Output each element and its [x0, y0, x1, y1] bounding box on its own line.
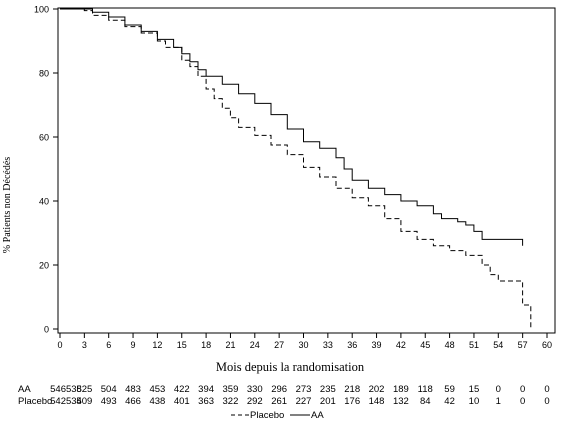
- x-tick-label: 9: [131, 340, 136, 350]
- risk-table-cell: 132: [393, 396, 409, 407]
- y-tick-label: 0: [44, 325, 49, 335]
- risk-table-cell: 261: [271, 396, 287, 407]
- x-tick-label: 33: [323, 340, 333, 350]
- y-tick-label: 40: [39, 197, 49, 207]
- risk-table-cell: 401: [174, 396, 190, 407]
- risk-table-cell: 466: [125, 396, 141, 407]
- legend-placebo-label: Placebo: [250, 410, 284, 421]
- risk-table-cell: 483: [125, 384, 141, 395]
- y-tick-label: 80: [39, 69, 49, 79]
- risk-table-cell: 0: [544, 396, 549, 407]
- y-tick-label: 20: [39, 261, 49, 271]
- risk-table-cell: 273: [296, 384, 312, 395]
- x-tick-label: 54: [493, 340, 503, 350]
- risk-table-cell: 84: [420, 396, 431, 407]
- risk-table-cell: 201: [320, 396, 336, 407]
- risk-table-cell: 322: [223, 396, 239, 407]
- x-tick-label: 42: [396, 340, 406, 350]
- risk-table-cell: 453: [149, 384, 165, 395]
- x-tick-label: 45: [420, 340, 430, 350]
- x-axis-title: Mois depuis la randomisation: [216, 360, 365, 374]
- risk-table-cell: 493: [101, 396, 117, 407]
- x-tick-label: 24: [250, 340, 260, 350]
- risk-table-cell: 509: [76, 396, 92, 407]
- risk-table-cell: 296: [271, 384, 287, 395]
- x-tick-label: 60: [542, 340, 552, 350]
- x-tick-label: 3: [82, 340, 87, 350]
- x-tick-label: 15: [177, 340, 187, 350]
- legend: Placebo AA: [231, 410, 324, 421]
- risk-table-cell: 176: [344, 396, 360, 407]
- x-tick-label: 18: [201, 340, 211, 350]
- x-ticks: 0 3 6 9 12 15 18 21 24 27 30 33 36 39 42 45 48 51 54 57 60: [57, 333, 552, 350]
- x-tick-label: 30: [298, 340, 308, 350]
- risk-table-cell: 504: [101, 384, 117, 395]
- risk-table-cell: 546538: [50, 384, 82, 395]
- risk-table-cell: 118: [418, 384, 433, 395]
- x-tick-label: 27: [274, 340, 284, 350]
- risk-table-cell: 359: [223, 384, 239, 395]
- risk-table-cell: 227: [296, 396, 312, 407]
- risk-table-cell: 0: [496, 384, 501, 395]
- risk-table-row-label: AA: [18, 384, 31, 395]
- x-tick-label: 0: [57, 340, 62, 350]
- risk-table-cell: 189: [393, 384, 409, 395]
- series-lines: [60, 8, 532, 329]
- risk-table-cell: 0: [520, 396, 525, 407]
- legend-aa-label: AA: [311, 410, 324, 421]
- x-tick-label: 21: [225, 340, 235, 350]
- series-line-placebo: [60, 8, 532, 329]
- risk-table-cell: 292: [247, 396, 263, 407]
- y-tick-label: 60: [39, 133, 49, 143]
- risk-table-cell: 542534: [50, 396, 82, 407]
- y-ticks: 0 20 40 60 80 100: [34, 5, 58, 335]
- x-tick-label: 39: [372, 340, 382, 350]
- risk-table-row-label: Placebo: [18, 396, 52, 407]
- risk-table-cell: 10: [469, 396, 480, 407]
- x-tick-label: 36: [347, 340, 357, 350]
- risk-table-cell: 218: [344, 384, 360, 395]
- risk-table-cell: 394: [198, 384, 214, 395]
- x-tick-label: 57: [518, 340, 528, 350]
- risk-table-cell: 42: [444, 396, 455, 407]
- risk-table-cell: 235: [320, 384, 336, 395]
- risk-table-cell: 0: [520, 384, 525, 395]
- x-tick-label: 6: [106, 340, 111, 350]
- y-tick-label: 100: [34, 5, 49, 15]
- risk-table-cell: 0: [544, 384, 549, 395]
- risk-table-cell: 15: [469, 384, 480, 395]
- risk-table-cell: 330: [247, 384, 263, 395]
- risk-table-cell: 1: [496, 396, 501, 407]
- risk-table-cell: 59: [444, 384, 455, 395]
- x-tick-label: 48: [445, 340, 455, 350]
- risk-table-cell: 525: [76, 384, 92, 395]
- risk-table-cell: 363: [198, 396, 214, 407]
- series-line-aa: [60, 8, 524, 246]
- plot-frame: [57, 7, 556, 334]
- risk-table-cell: 438: [149, 396, 165, 407]
- risk-table-cell: 148: [369, 396, 385, 407]
- x-tick-label: 51: [469, 340, 479, 350]
- x-tick-label: 12: [152, 340, 162, 350]
- risk-table-cell: 202: [369, 384, 385, 395]
- y-axis-title: % Patients non Décédés: [2, 157, 13, 253]
- risk-table-cell: 422: [174, 384, 190, 395]
